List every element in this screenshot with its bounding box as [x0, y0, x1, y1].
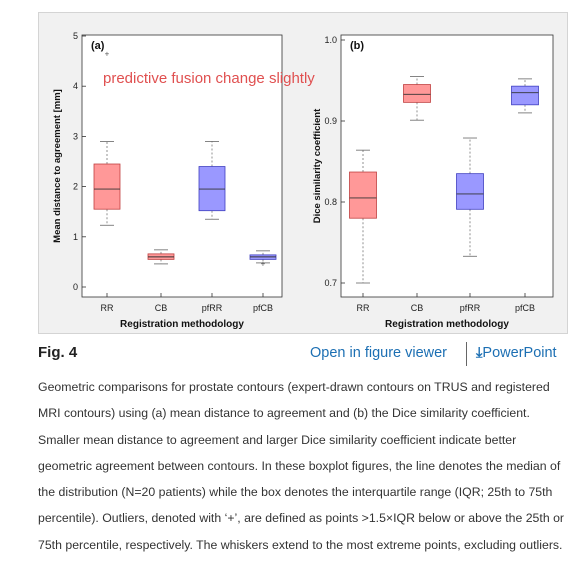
box-pfcb — [511, 85, 539, 106]
figure-caption: Geometric comparisons for prostate conto… — [38, 380, 565, 552]
x-tick-label: pfRR — [202, 303, 223, 313]
x-tick-label: pfCB — [515, 303, 535, 313]
link-separator — [466, 342, 467, 366]
panel-label: (b) — [350, 40, 364, 52]
x-axis-title: Registration methodology — [120, 319, 244, 330]
box-pfrr — [456, 173, 484, 210]
x-tick-label: RR — [101, 303, 114, 313]
figure-label: Fig. 4 — [38, 344, 78, 361]
x-axis-title: Registration methodology — [385, 319, 509, 330]
y-tick-label: 5 — [73, 31, 78, 41]
powerpoint-link-label: PowerPoint — [482, 345, 557, 361]
y-tick-label: 3 — [73, 131, 78, 141]
figure-footer: Fig. 4 Open in figure viewer ⤓PowerPoint — [38, 342, 568, 366]
x-tick-label: pfRR — [460, 303, 481, 313]
box-pfrr — [198, 166, 226, 212]
x-tick-label: pfCB — [253, 303, 273, 313]
y-tick-label: 1.0 — [324, 35, 337, 45]
outlier-marker: + — [261, 259, 266, 268]
y-tick-label: 2 — [73, 182, 78, 192]
outlier-marker: + — [105, 50, 110, 59]
overlay-annotation: predictive fusion change slightly — [103, 70, 315, 87]
x-tick-label: CB — [155, 303, 168, 313]
boxplot-figure: 0 1 2 3 4 5 RR CB pfRR pfCB (a) Registration method… — [52, 31, 554, 330]
download-arrow-icon: ⤓ — [476, 345, 483, 361]
open-figure-viewer-link[interactable]: Open in figure viewer — [310, 345, 448, 361]
y-tick-label: 0.9 — [324, 116, 337, 126]
y-tick-label: 0.8 — [324, 197, 337, 207]
y-tick-label: 0 — [73, 282, 78, 292]
y-tick-label: 4 — [73, 81, 78, 91]
x-tick-label: CB — [411, 303, 424, 313]
axes-frame — [340, 34, 554, 298]
panel-label: (a) — [91, 40, 105, 52]
y-axis-title: Dice similarity coefficient — [312, 108, 323, 223]
powerpoint-download-link[interactable]: ⤓PowerPoint — [476, 345, 557, 361]
box-rr — [349, 171, 377, 219]
x-tick-label: RR — [357, 303, 370, 313]
y-tick-label: 0.7 — [324, 278, 337, 288]
box-rr — [93, 163, 121, 210]
box-cb — [403, 84, 431, 103]
figure-image[interactable]: 0 1 2 3 4 5 RR CB pfRR pfCB (a) Registration method… — [38, 12, 568, 334]
y-axis-title: Mean distance to agreement [mm] — [52, 89, 63, 243]
y-tick-label: 1 — [73, 232, 78, 242]
